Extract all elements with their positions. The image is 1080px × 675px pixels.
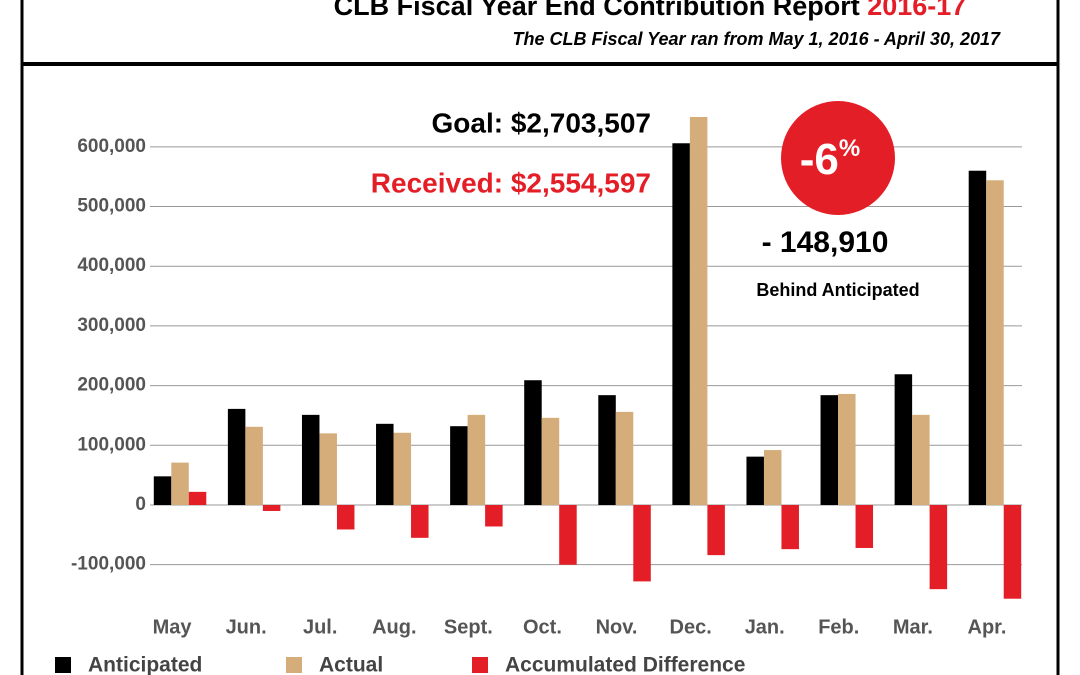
x-tick-label: Jun. (226, 616, 267, 638)
bar (1003, 504, 1022, 599)
bar (838, 393, 856, 505)
goal-annotation: Goal: $2,703,507 (432, 107, 651, 138)
bar (763, 450, 782, 505)
legend-swatch (472, 657, 488, 673)
x-tick-label: Nov. (596, 616, 638, 638)
y-tick-label: 0 (135, 494, 146, 515)
x-tick-label: Aug. (372, 616, 416, 638)
y-tick-label: 100,000 (77, 434, 146, 455)
bar (393, 432, 412, 505)
bar (188, 491, 207, 505)
y-tick-label: 400,000 (77, 255, 146, 276)
bar (301, 414, 320, 505)
bar (746, 456, 764, 505)
bar (689, 117, 708, 505)
bar (615, 411, 634, 505)
bar (524, 380, 542, 505)
x-tick-label: Apr. (968, 616, 1007, 638)
chart-title: CLB Fiscal Year End Contribution Report … (334, 0, 967, 21)
badge-circle (781, 101, 895, 215)
legend-swatch (55, 657, 71, 673)
bar (633, 504, 651, 582)
legend-label: Accumulated Difference (505, 654, 745, 675)
bar (336, 504, 355, 530)
bar (598, 395, 616, 505)
bar (672, 143, 690, 505)
bar (707, 504, 725, 556)
badge: -6% (800, 135, 860, 184)
difference-annotation: - 148,910 (762, 226, 889, 259)
bar (467, 414, 486, 505)
y-tick-label: 300,000 (77, 315, 146, 336)
x-tick-label: Oct. (523, 616, 562, 638)
bar (912, 414, 930, 505)
badge-value: -6 (800, 135, 839, 184)
legend-swatch (286, 657, 302, 673)
y-tick-label: 600,000 (77, 136, 146, 157)
x-tick-label: May (153, 616, 193, 638)
bar (245, 426, 263, 505)
bar (559, 504, 577, 565)
subtitle: The CLB Fiscal Year ran from May 1, 2016… (512, 29, 1001, 49)
bar (376, 423, 394, 505)
bar (986, 180, 1004, 505)
badge-unit: % (839, 135, 860, 162)
bar (227, 408, 246, 505)
title-highlight: 2016-17 (867, 0, 966, 21)
bar (968, 170, 987, 505)
x-tick-label: Dec. (670, 616, 712, 638)
x-tick-label: Feb. (818, 616, 859, 638)
bar (411, 504, 429, 538)
received-annotation: Received: $2,554,597 (371, 167, 651, 198)
bar (781, 504, 799, 550)
y-tick-label: 500,000 (77, 196, 146, 217)
x-tick-label: Jan. (745, 616, 785, 638)
bar (450, 426, 468, 505)
bar (485, 504, 503, 527)
bar (262, 504, 281, 511)
y-tick-label: -100,000 (71, 554, 146, 575)
x-tick-label: Mar. (893, 616, 933, 638)
x-tick-label: Sept. (444, 616, 493, 638)
bar (820, 395, 839, 505)
difference-note: Behind Anticipated (756, 280, 919, 300)
bar (171, 462, 189, 505)
bar (541, 417, 560, 505)
bar (319, 433, 337, 505)
title-text: CLB Fiscal Year End Contribution Report (334, 0, 860, 21)
bar (894, 374, 913, 505)
grid: -100,000 0 100,000 200,000 300,000 400,000 500… (71, 136, 1022, 575)
y-tick-label: 200,000 (77, 375, 146, 396)
bar (855, 504, 874, 548)
bars: May Jun. Jul. Aug. Sept. Oct. Nov. Dec. Jan. Feb.… (153, 117, 1022, 638)
legend: Anticipated Actual Accumulated Difference (55, 654, 745, 675)
bar (929, 504, 948, 590)
x-tick-label: Jul. (303, 616, 337, 638)
legend-label: Anticipated (88, 654, 202, 675)
bar (153, 476, 172, 505)
legend-label: Actual (319, 654, 383, 675)
